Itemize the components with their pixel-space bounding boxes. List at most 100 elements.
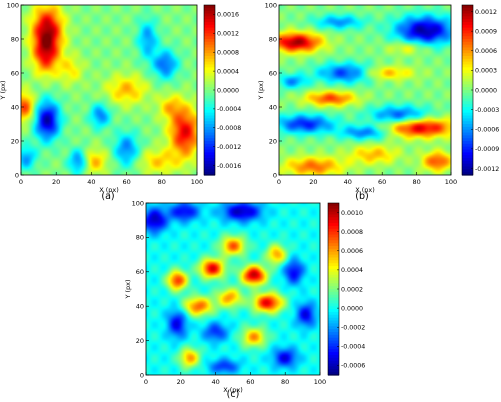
y-tick-label: 60	[136, 268, 144, 276]
colorbar-tick-label: -0.0006	[341, 363, 365, 370]
colorbar-tick-label: 0.0006	[475, 48, 497, 55]
colorbar-segment	[328, 231, 339, 236]
colorbar-segment	[462, 118, 473, 122]
panel-a: 0 20 40 60 80 100 0 20 40 60 80 100 X (px) Y (px) 0.00…	[0, 1, 241, 202]
colorbar-segment	[204, 44, 215, 49]
x-tick-label: 80	[281, 378, 289, 386]
colorbar-segment	[328, 251, 339, 256]
colorbar-segment	[204, 149, 215, 153]
colorbar-segment	[328, 225, 339, 230]
heatmap-image	[146, 203, 320, 375]
x-tick-label: 20	[309, 178, 317, 186]
colorbar-segment	[328, 337, 339, 342]
y-tick-label: 100	[265, 1, 277, 9]
colorbar-segment	[462, 126, 473, 131]
colorbar-segment	[204, 115, 215, 119]
x-tick-label: 60	[246, 378, 254, 386]
y-tick-label: 80	[136, 234, 144, 242]
colorbar: 0.0010 0.0008 0.0006 0.0004 0.0002 0.0000 -0.0…	[327, 202, 365, 376]
colorbar-tick-label: 0.0002	[341, 286, 363, 293]
colorbar-segment	[462, 121, 473, 125]
colorbar-segment	[328, 326, 339, 330]
y-axis-label: Y (px)	[257, 80, 265, 100]
colorbar-segment	[462, 90, 473, 94]
colorbar-segment	[204, 101, 215, 105]
colorbar-segment	[328, 306, 339, 310]
colorbar-tick-label: 0.0003	[475, 68, 497, 75]
colorbar: 0.0012 0.0009 0.0006 0.0003 0.0000 -0.0003 -0.…	[461, 4, 499, 176]
colorbar-segment	[328, 349, 339, 353]
colorbar-segment	[462, 132, 473, 136]
colorbar-segment	[462, 163, 473, 168]
colorbar: 0.0016 0.0012 0.0008 0.0004 0.0000 -0.0004 -0.…	[203, 4, 241, 176]
colorbar-segment	[462, 5, 473, 9]
colorbar-segment	[204, 163, 215, 168]
colorbar-tick-label: -0.0002	[341, 325, 365, 332]
colorbar-segment	[328, 332, 339, 336]
y-tick-label: 80	[269, 35, 277, 43]
colorbar-segment	[328, 329, 339, 333]
colorbar-segment	[462, 135, 473, 139]
y-tick-label: 40	[269, 103, 277, 111]
colorbar-segment	[328, 343, 339, 347]
colorbar-segment	[204, 158, 215, 162]
colorbar-segment	[462, 172, 473, 176]
colorbar-segment	[462, 101, 473, 105]
colorbar-segment	[462, 53, 473, 57]
colorbar-segment	[328, 360, 339, 365]
colorbar-segment	[328, 286, 339, 290]
x-tick-label: 40	[211, 378, 219, 386]
colorbar-segment	[462, 30, 473, 34]
y-tick-label: 60	[269, 69, 277, 77]
colorbar-segment	[328, 268, 339, 273]
y-tick-label: 60	[11, 69, 19, 77]
colorbar-segment	[204, 10, 215, 15]
colorbar-segment	[462, 33, 473, 37]
colorbar-segment	[328, 254, 339, 259]
colorbar-segment	[328, 369, 339, 373]
panel-label: (a)	[101, 191, 114, 202]
y-axis-label: Y (px)	[124, 279, 132, 299]
colorbar-segment	[462, 47, 473, 51]
colorbar-segment	[462, 10, 473, 15]
colorbar-segment	[204, 160, 215, 165]
colorbar-segment	[204, 98, 215, 102]
colorbar-segment	[462, 67, 473, 71]
colorbar-tick-label: -0.0004	[217, 106, 241, 113]
colorbar-segment	[462, 27, 473, 32]
colorbar-segment	[204, 90, 215, 94]
x-tick-label: 80	[412, 178, 420, 186]
colorbar-segment	[328, 334, 339, 339]
colorbar-tick-label: -0.0012	[217, 144, 241, 151]
colorbar-segment	[204, 81, 215, 85]
colorbar-segment	[204, 33, 215, 37]
colorbar-segment	[328, 346, 339, 350]
colorbar-segment	[328, 263, 339, 267]
colorbar-segment	[204, 146, 215, 151]
y-tick-label: 0	[15, 171, 19, 179]
colorbar-segment	[462, 75, 473, 80]
colorbar-segment	[462, 109, 473, 114]
colorbar-segment	[328, 291, 339, 296]
colorbar-segment	[462, 70, 473, 74]
panel-label: (b)	[355, 191, 368, 202]
colorbar-segment	[328, 311, 339, 316]
colorbar-segment	[328, 280, 339, 284]
colorbar-segment	[328, 257, 339, 261]
colorbar-segment	[462, 24, 473, 29]
colorbar-segment	[462, 115, 473, 119]
colorbar-segment	[462, 158, 473, 162]
colorbar-segment	[462, 44, 473, 49]
x-tick-label: 20	[177, 378, 185, 386]
panel-label: (c)	[227, 389, 240, 400]
colorbar-segment	[462, 95, 473, 100]
colorbar-segment	[328, 294, 339, 299]
colorbar-segment	[204, 27, 215, 32]
colorbar-segment	[328, 277, 339, 281]
colorbar-segment	[204, 30, 215, 34]
colorbar-segment	[328, 228, 339, 233]
colorbar-segment	[204, 155, 215, 159]
colorbar-tick-label: -0.0012	[475, 166, 499, 173]
colorbar-segment	[462, 124, 473, 128]
